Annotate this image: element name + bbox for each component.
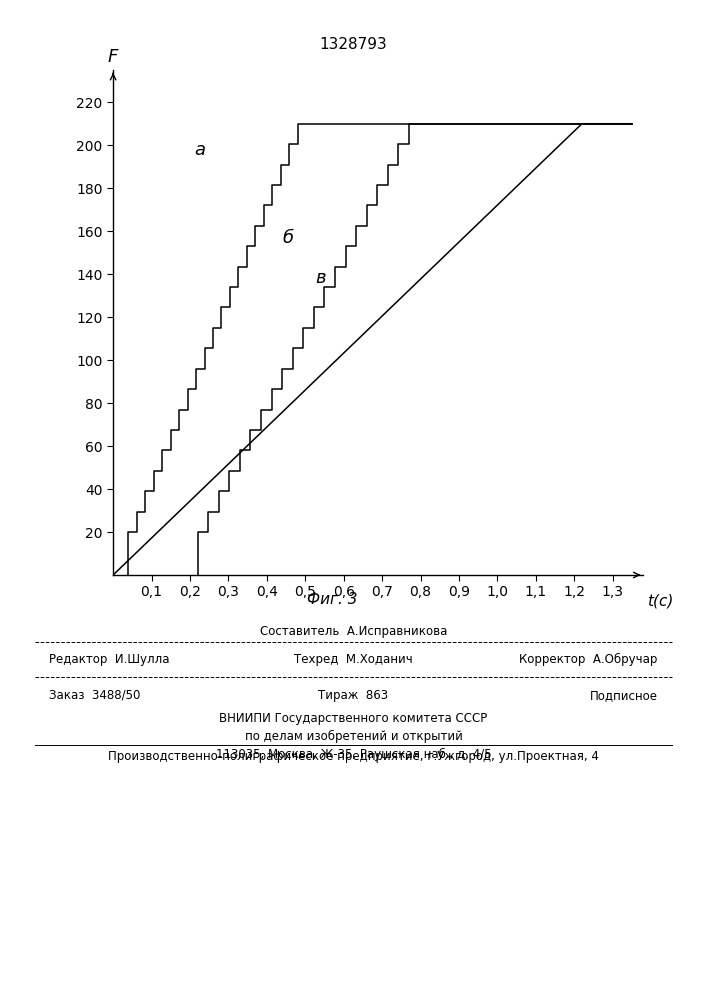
Text: Тираж  863: Тираж 863	[318, 689, 389, 702]
Text: Корректор  А.Обручар: Корректор А.Обручар	[519, 653, 658, 666]
Text: t(c): t(c)	[647, 593, 674, 608]
Text: а: а	[194, 141, 205, 159]
Text: по делам изобретений и открытий: по делам изобретений и открытий	[245, 730, 462, 743]
Text: F: F	[108, 48, 118, 66]
Text: ВНИИПИ Государственного комитета СССР: ВНИИПИ Государственного комитета СССР	[219, 712, 488, 725]
Text: Фиг. 3: Фиг. 3	[307, 592, 358, 607]
Text: Производственно-полиграфическое предприятие, г.Ужгород, ул.Проектная, 4: Производственно-полиграфическое предприя…	[108, 750, 599, 763]
Text: б: б	[282, 229, 293, 247]
Text: Редактор  И.Шулла: Редактор И.Шулла	[49, 653, 170, 666]
Text: Составитель  А.Исправникова: Составитель А.Исправникова	[259, 625, 448, 638]
Text: 1328793: 1328793	[320, 37, 387, 52]
Text: Заказ  3488/50: Заказ 3488/50	[49, 689, 141, 702]
Text: 113035, Москва, Ж-35, Раушская наб., д. 4/5: 113035, Москва, Ж-35, Раушская наб., д. …	[216, 748, 491, 761]
Text: Техред  М.Ходанич: Техред М.Ходанич	[294, 653, 413, 666]
Text: в: в	[315, 269, 326, 287]
Text: Подписное: Подписное	[590, 689, 658, 702]
